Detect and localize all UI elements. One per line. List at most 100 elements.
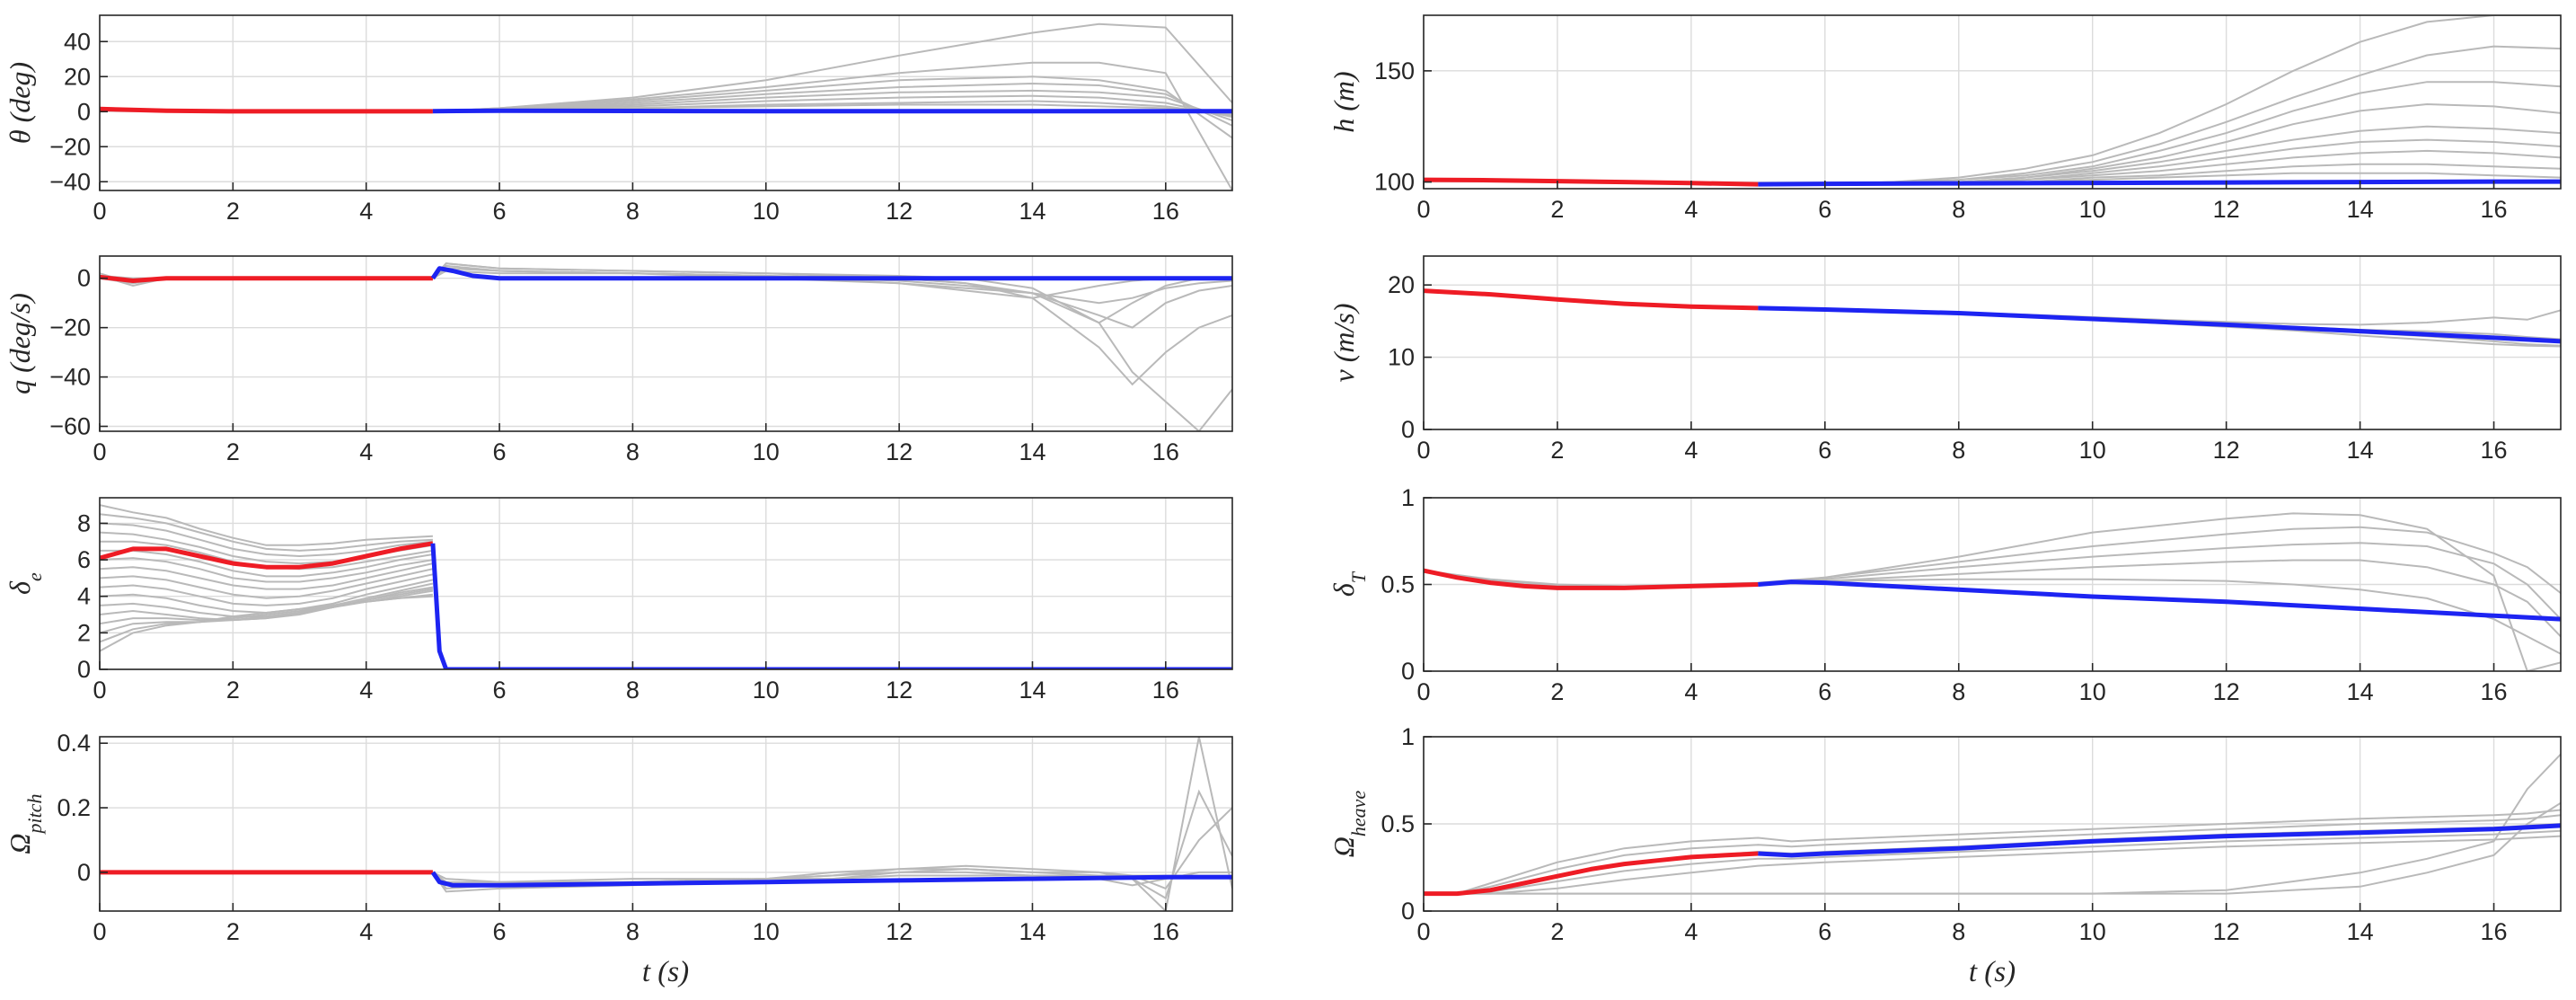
x-tick-label: 2 bbox=[226, 677, 240, 704]
x-tick-label: 12 bbox=[2213, 918, 2240, 945]
x-tick-label: 16 bbox=[1152, 677, 1179, 704]
monte-carlo-run bbox=[1424, 526, 2561, 594]
y-tick-label: 0 bbox=[77, 265, 91, 292]
x-tick-label: 12 bbox=[886, 677, 913, 704]
monte-carlo-run bbox=[1758, 45, 2561, 186]
x-tick-label: 12 bbox=[2213, 437, 2240, 464]
y-axis-label: δT bbox=[1328, 571, 1370, 597]
plot-area bbox=[100, 737, 1232, 911]
monte-carlo-run bbox=[1424, 835, 2561, 895]
x-tick-label: 4 bbox=[359, 677, 373, 704]
x-tick-label: 6 bbox=[1818, 196, 1831, 223]
y-tick-label: 0 bbox=[77, 98, 91, 125]
x-tick-label: 16 bbox=[2481, 437, 2508, 464]
monte-carlo-run bbox=[100, 513, 433, 552]
x-tick-label: 6 bbox=[493, 438, 507, 465]
y-tick-label: −20 bbox=[49, 314, 91, 341]
x-tick-label: 10 bbox=[753, 438, 780, 465]
x-tick-label: 0 bbox=[93, 677, 106, 704]
y-axis-label: Ωpitch bbox=[4, 793, 46, 854]
y-tick-label: 1 bbox=[1401, 723, 1415, 750]
x-tick-label: 12 bbox=[2213, 678, 2240, 705]
monte-carlo-run bbox=[100, 504, 433, 546]
x-tick-label: 0 bbox=[93, 438, 106, 465]
x-tick-label: 10 bbox=[2079, 678, 2106, 705]
x-tick-label: 8 bbox=[1952, 437, 1965, 464]
x-tick-label: 2 bbox=[1550, 437, 1564, 464]
axes-frame bbox=[99, 255, 1233, 432]
monte-carlo-run bbox=[100, 557, 434, 583]
x-tick-label: 10 bbox=[2079, 196, 2106, 223]
monte-carlo-run bbox=[100, 262, 1232, 431]
y-tick-label: −40 bbox=[49, 364, 91, 391]
y-axis-label: v (m/s) bbox=[1328, 304, 1360, 383]
axes-frame bbox=[1423, 14, 2562, 190]
series-line-phase2 bbox=[430, 266, 1232, 281]
x-tick-label: 12 bbox=[886, 438, 913, 465]
x-tick-label: 6 bbox=[493, 677, 507, 704]
monte-carlo-run bbox=[100, 573, 434, 606]
series-line-phase1 bbox=[100, 274, 433, 283]
axes-frame bbox=[99, 14, 1233, 191]
x-tick-label: 0 bbox=[1416, 437, 1430, 464]
plot-area bbox=[1424, 15, 2561, 187]
monte-carlo-run bbox=[1424, 801, 2561, 895]
x-tick-label: 14 bbox=[1019, 918, 1045, 945]
series-line-phase1 bbox=[1424, 288, 1759, 311]
monte-carlo-run bbox=[1758, 149, 2561, 186]
x-tick-label: 10 bbox=[753, 198, 780, 225]
x-tick-label: 2 bbox=[226, 918, 240, 945]
x-tick-label: 6 bbox=[493, 198, 507, 225]
panel-q: 0 2 4 6 8 10 12 14 16 0 −20 −40 −60 q (deg/s) bbox=[4, 255, 1233, 465]
x-tick-label: 4 bbox=[1684, 678, 1698, 705]
y-tick-label: 0 bbox=[1401, 658, 1415, 685]
x-tick-label: 2 bbox=[1550, 196, 1564, 223]
x-tick-label: 12 bbox=[2213, 196, 2240, 223]
x-tick-label: 4 bbox=[359, 198, 373, 225]
x-tick-label: 14 bbox=[2347, 678, 2374, 705]
x-tick-label: 6 bbox=[1818, 678, 1831, 705]
x-tick-label: 2 bbox=[1550, 678, 1564, 705]
y-axis-label: δe bbox=[4, 572, 46, 595]
y-tick-label: 20 bbox=[64, 63, 91, 90]
monte-carlo-run bbox=[1424, 559, 2561, 638]
series-line-phase1 bbox=[1424, 177, 1759, 187]
x-tick-label: 16 bbox=[2481, 196, 2508, 223]
y-tick-label: 150 bbox=[1374, 58, 1415, 84]
x-tick-label: 8 bbox=[626, 198, 640, 225]
monte-carlo-run bbox=[1424, 809, 2561, 895]
x-tick-label: 10 bbox=[753, 677, 780, 704]
x-tick-label: 6 bbox=[1818, 918, 1831, 945]
x-tick-label: 2 bbox=[1550, 918, 1564, 945]
plot-area bbox=[100, 22, 1232, 190]
axes-frame bbox=[99, 497, 1233, 670]
monte-carlo-run bbox=[100, 595, 433, 652]
monte-carlo-run bbox=[1758, 306, 2561, 348]
x-tick-label: 8 bbox=[1952, 678, 1965, 705]
x-tick-label: 4 bbox=[359, 918, 373, 945]
x-tick-label: 0 bbox=[1416, 918, 1430, 945]
plot-area bbox=[100, 504, 1232, 669]
y-tick-label: 0 bbox=[1401, 898, 1415, 925]
y-tick-label: 2 bbox=[77, 619, 91, 646]
x-tick-label: 2 bbox=[226, 438, 240, 465]
y-tick-label: 0 bbox=[77, 859, 91, 886]
series-line-phase1 bbox=[1424, 568, 1759, 590]
y-tick-label: 8 bbox=[77, 509, 91, 536]
x-tick-label: 14 bbox=[1019, 438, 1045, 465]
panel-v: 0 2 4 6 8 10 12 14 16 20 10 0 v (m/s) bbox=[1328, 255, 2562, 464]
y-tick-label: 10 bbox=[1388, 344, 1415, 371]
x-tick-label: 0 bbox=[1416, 678, 1430, 705]
x-tick-label: 4 bbox=[1684, 196, 1698, 223]
x-tick-label: 10 bbox=[753, 918, 780, 945]
y-axis-label: Ωheave bbox=[1328, 791, 1370, 858]
series-line-phase2 bbox=[1758, 305, 2561, 344]
monte-carlo-run bbox=[432, 61, 1232, 190]
y-tick-label: 6 bbox=[77, 546, 91, 573]
x-tick-label: 4 bbox=[1684, 437, 1698, 464]
y-axis-label: θ (deg) bbox=[4, 62, 36, 144]
plot-area bbox=[1424, 753, 2561, 897]
series-line-phase1 bbox=[100, 106, 433, 114]
x-tick-label: 14 bbox=[2347, 196, 2374, 223]
